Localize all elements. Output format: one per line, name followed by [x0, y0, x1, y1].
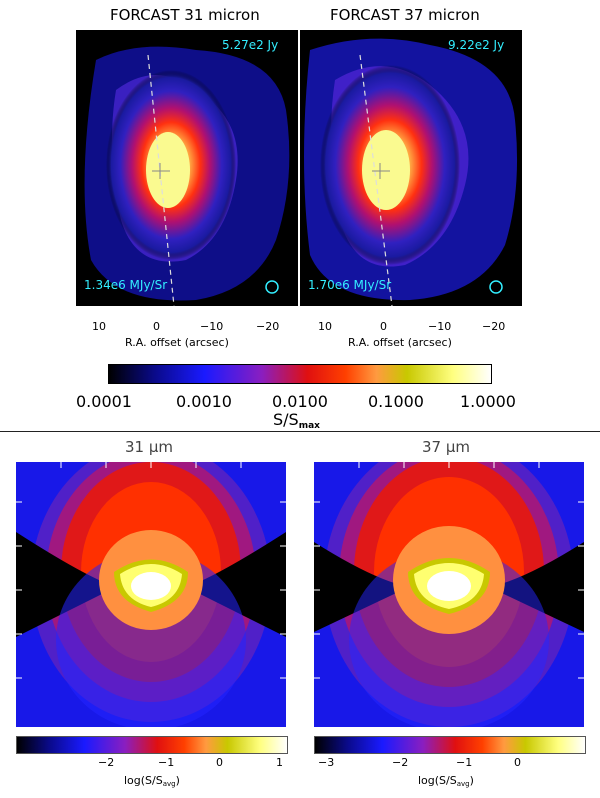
model-cb31-label: log(S/Savg)	[124, 774, 180, 788]
xtick-left-10: 10	[92, 320, 106, 333]
peak-label-31: 1.34e6 MJy/Sr	[84, 278, 168, 292]
top-colorbar	[108, 364, 492, 384]
panel-title-31-micron: FORCAST 31 micron	[110, 6, 260, 24]
model-title-37: 37 μm	[422, 438, 471, 456]
image-31-micron-observed	[76, 30, 298, 306]
xtick-right-0: 0	[380, 320, 387, 333]
model-image-31	[16, 462, 286, 727]
flux-label-37: 9.22e2 Jy	[448, 38, 505, 52]
figure-separator	[0, 431, 600, 432]
model-cb37-tick-3: 0	[514, 756, 521, 769]
xtick-left-0: 0	[153, 320, 160, 333]
xtick-left-m20: −20	[256, 320, 280, 333]
image-37-micron-observed	[300, 30, 522, 306]
colorbar-tick-3: 0.1000	[368, 392, 424, 411]
panel-title-37-micron: FORCAST 37 micron	[330, 6, 480, 24]
xtick-right-10: 10	[318, 320, 332, 333]
model-colorbar-31	[16, 736, 288, 754]
model-cb31-tick-0: −2	[98, 756, 115, 769]
colorbar-tick-1: 0.0010	[176, 392, 232, 411]
flux-label-31: 5.27e2 Jy	[222, 38, 279, 52]
model-cb37-tick-0: −3	[318, 756, 335, 769]
xtick-right-m20: −20	[482, 320, 506, 333]
model-cb31-tick-2: 0	[216, 756, 223, 769]
colorbar-tick-2: 0.0100	[272, 392, 328, 411]
peak-label-37: 1.70e6 MJy/Sr	[308, 278, 392, 292]
model-image-37	[314, 462, 584, 727]
model-title-31: 31 μm	[125, 438, 174, 456]
xtick-right-m10: −10	[428, 320, 452, 333]
model-cb37-label: log(S/Savg)	[418, 774, 474, 788]
model-cb37-tick-1: −2	[392, 756, 409, 769]
xaxis-label-left: R.A. offset (arcsec)	[125, 336, 229, 349]
xtick-left-m10: −10	[200, 320, 224, 333]
model-colorbar-37	[314, 736, 586, 754]
model-cb37-tick-2: −1	[456, 756, 473, 769]
model-cb31-tick-1: −1	[158, 756, 175, 769]
model-cb31-tick-3: 1	[276, 756, 283, 769]
xaxis-label-right: R.A. offset (arcsec)	[348, 336, 452, 349]
colorbar-tick-4: 1.0000	[460, 392, 516, 411]
colorbar-label-top: S/Smax	[273, 410, 320, 431]
colorbar-tick-0: 0.0001	[76, 392, 132, 411]
